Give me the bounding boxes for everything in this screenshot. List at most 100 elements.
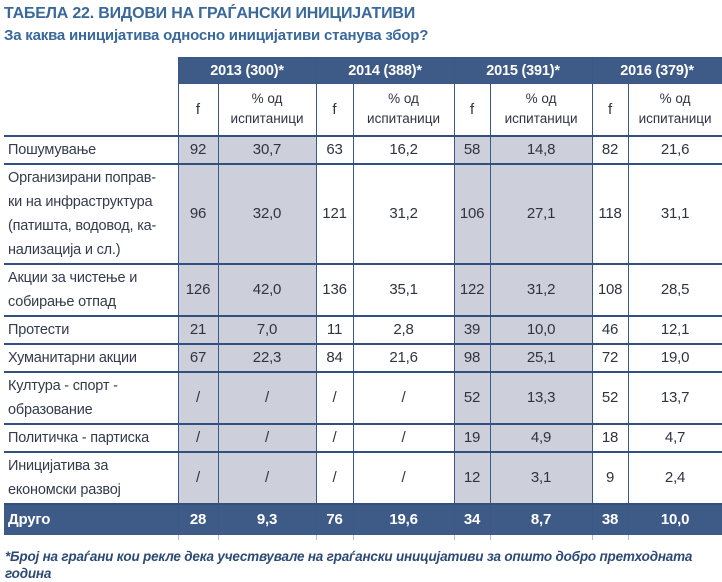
- cell: 4,7: [627, 422, 722, 453]
- cell: 72: [591, 342, 629, 373]
- cell: 21,6: [627, 134, 722, 165]
- cell: 9: [591, 450, 629, 505]
- cell: 35,1: [352, 262, 455, 317]
- cell: 28,5: [627, 262, 722, 317]
- cell: /: [177, 370, 219, 425]
- tick: [4, 534, 179, 540]
- cell: 31,1: [627, 162, 722, 265]
- cell: 39: [453, 314, 491, 345]
- cell: 27,1: [489, 162, 593, 265]
- tick: [592, 534, 629, 540]
- tick: [353, 534, 455, 540]
- cell: 136: [315, 262, 354, 317]
- row-label: Протести: [4, 314, 179, 345]
- cell: 30,7: [217, 134, 317, 165]
- col-header-pct-2016: % од испитаници: [627, 83, 722, 137]
- row-label: Пошумување: [4, 134, 179, 165]
- cell: 34: [453, 502, 491, 535]
- tick: [218, 534, 317, 540]
- cell: 16,2: [352, 134, 455, 165]
- cell: 2,8: [352, 314, 455, 345]
- cell: 52: [591, 370, 629, 425]
- cell: 106: [453, 162, 491, 265]
- cell: 2,4: [627, 450, 722, 505]
- cell: /: [352, 450, 455, 505]
- tick: [490, 534, 593, 540]
- year-header-2014: 2014 (388)*: [315, 57, 455, 84]
- col-header-f-2014: f: [315, 83, 354, 137]
- cell: /: [217, 370, 317, 425]
- cell: /: [217, 450, 317, 505]
- cell: 122: [453, 262, 491, 317]
- cell: 8,7: [489, 502, 593, 535]
- cell: 21: [177, 314, 219, 345]
- year-header-row: 2013 (300)* 2014 (388)* 2015 (391)* 2016…: [4, 57, 722, 136]
- cell: 126: [177, 262, 219, 317]
- subheader-row: f % од испитаници f % од испитаници f % …: [4, 83, 722, 137]
- year-header-2016: 2016 (379)*: [591, 57, 722, 84]
- cell: 52: [453, 370, 491, 425]
- cell: /: [315, 370, 354, 425]
- table-row-total: Друго 28 9,3 76 19,6 34 8,7 38 10,0: [4, 502, 722, 535]
- cell: 92: [177, 134, 219, 165]
- col-header-f-2013: f: [177, 83, 219, 137]
- cell: 28: [177, 502, 219, 535]
- cell: 12: [453, 450, 491, 505]
- row-label: Иницијатива за економски развој: [4, 450, 179, 505]
- cell: 12,1: [627, 314, 722, 345]
- cell: 32,0: [217, 162, 317, 265]
- row-label: Друго: [4, 502, 179, 535]
- cell: /: [315, 422, 354, 453]
- cell: 25,1: [489, 342, 593, 373]
- cell: 10,0: [627, 502, 722, 535]
- cell: 18: [591, 422, 629, 453]
- cell: 42,0: [217, 262, 317, 317]
- tick: [454, 534, 491, 540]
- cell: /: [177, 422, 219, 453]
- cell: 19: [453, 422, 491, 453]
- cell: 22,3: [217, 342, 317, 373]
- cell: 21,6: [352, 342, 455, 373]
- page-title: ТАБЕЛА 22. ВИДОВИ НА ГРАЃАНСКИ ИНИЦИЈАТИ…: [4, 4, 720, 24]
- table-row: Пошумување 92 30,7 63 16,2 58 14,8 82 21…: [4, 134, 722, 165]
- blank-corner-cell: [4, 57, 178, 136]
- cell: /: [352, 370, 455, 425]
- col-header-pct-2014: % од испитаници: [352, 83, 455, 137]
- cell: 118: [591, 162, 629, 265]
- table-row: Култура - спорт - образование / / / / 52…: [4, 370, 722, 425]
- table-row: Политичка - партиска / / / / 19 4,9 18 4…: [4, 422, 722, 453]
- cell: 19,0: [627, 342, 722, 373]
- tick: [628, 534, 722, 540]
- cell: 96: [177, 162, 219, 265]
- cell: /: [177, 450, 219, 505]
- cell: 4,9: [489, 422, 593, 453]
- cell: 84: [315, 342, 354, 373]
- data-table: 2013 (300)* 2014 (388)* 2015 (391)* 2016…: [4, 57, 722, 540]
- cell: 7,0: [217, 314, 317, 345]
- year-header-2013: 2013 (300)*: [177, 57, 317, 84]
- year-header-2015: 2015 (391)*: [453, 57, 593, 84]
- cell: 3,1: [489, 450, 593, 505]
- cell: /: [315, 450, 354, 505]
- table-footnote: *Број на граѓани кои рекле дека учествув…: [5, 548, 693, 581]
- cell: 82: [591, 134, 629, 165]
- table-row: Протести 21 7,0 11 2,8 39 10,0 46 12,1: [4, 314, 722, 345]
- cell: 98: [453, 342, 491, 373]
- row-label: Хуманитарни акции: [4, 342, 179, 373]
- cell: 108: [591, 262, 629, 317]
- row-label: Акции за чистење и собирање отпад: [4, 262, 179, 317]
- cell: 58: [453, 134, 491, 165]
- col-header-f-2015: f: [453, 83, 491, 137]
- cell: 13,7: [627, 370, 722, 425]
- col-header-pct-2015: % од испитаници: [489, 83, 593, 137]
- cell: 67: [177, 342, 219, 373]
- col-header-pct-2013: % од испитаници: [217, 83, 317, 137]
- cell: 31,2: [489, 262, 593, 317]
- column-ticks-row: [4, 534, 722, 540]
- cell: 46: [591, 314, 629, 345]
- cell: 38: [591, 502, 629, 535]
- cell: 11: [315, 314, 354, 345]
- col-header-f-2016: f: [591, 83, 629, 137]
- page-subtitle: За каква иницијатива односно иницијативи…: [4, 27, 429, 44]
